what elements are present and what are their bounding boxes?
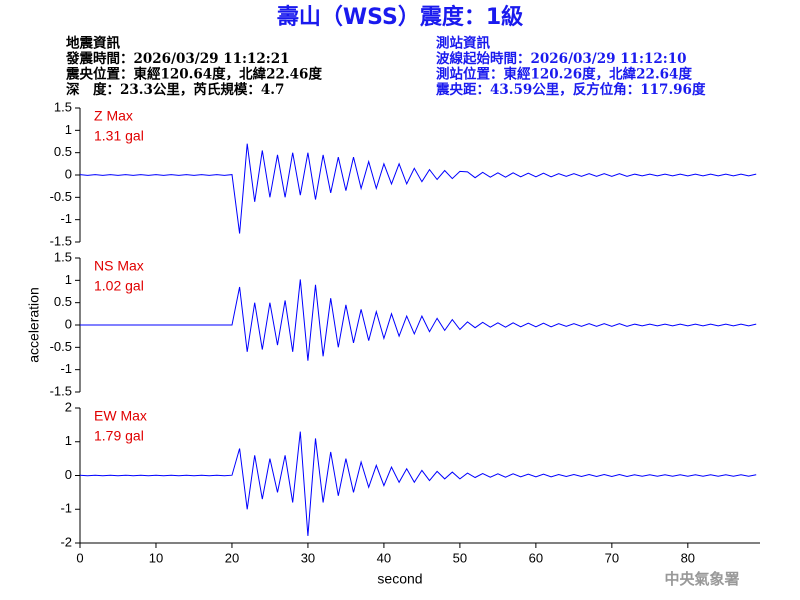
y-tick-label: -0.5 — [50, 189, 72, 204]
y-tick-label: 0.5 — [54, 294, 72, 309]
info-right: 測站資訊 — [436, 35, 490, 52]
y-tick-label: 1 — [65, 122, 72, 137]
x-tick-label: 70 — [605, 550, 619, 565]
channel-label: Z Max — [94, 108, 133, 124]
x-tick-label: 40 — [377, 550, 391, 565]
y-tick-label: 1 — [65, 433, 72, 448]
channel-label: EW Max — [94, 408, 147, 424]
y-tick-label: 0.5 — [54, 144, 72, 159]
y-tick-label: -1.5 — [50, 233, 72, 248]
info-right: 波線起始時間：2026/03/29 11:12:10 — [436, 50, 687, 67]
y-tick-label: 0 — [65, 166, 72, 181]
y-tick-label: -0.5 — [50, 339, 72, 354]
info-left: 震央位置：東經120.64度，北緯22.46度 — [65, 66, 322, 83]
max-label: 1.02 gal — [94, 278, 144, 294]
x-tick-label: 10 — [149, 550, 163, 565]
x-tick-label: 0 — [76, 550, 83, 565]
info-left: 地震資訊 — [66, 35, 120, 52]
info-right: 測站位置：東經120.26度，北緯22.64度 — [436, 66, 692, 83]
info-left: 深 度：23.3公里，芮氏規模：4.7 — [66, 81, 284, 98]
y-tick-label: -1 — [60, 211, 72, 226]
y-tick-label: -1.5 — [50, 383, 72, 398]
info-left: 發震時間：2026/03/29 11:12:21 — [65, 50, 290, 67]
waveform — [79, 143, 757, 234]
x-tick-label: 30 — [301, 550, 315, 565]
max-label: 1.31 gal — [94, 128, 144, 144]
waveform — [79, 431, 757, 536]
y-tick-label: -2 — [60, 534, 72, 549]
y-tick-label: -1 — [60, 361, 72, 376]
y-tick-label: 1.5 — [54, 249, 72, 264]
x-tick-label: 20 — [225, 550, 239, 565]
x-tick-label: 50 — [453, 550, 467, 565]
x-axis-label: second — [377, 571, 422, 587]
y-tick-label: 0 — [65, 467, 72, 482]
x-tick-label: 80 — [681, 550, 695, 565]
y-tick-label: 2 — [65, 399, 72, 414]
y-tick-label: 0 — [65, 316, 72, 331]
watermark: 中央氣象署 — [664, 570, 739, 588]
x-tick-label: 60 — [529, 550, 543, 565]
channel-label: NS Max — [94, 258, 144, 274]
info-right: 震央距：43.59公里，反方位角：117.96度 — [435, 81, 706, 98]
y-tick-label: -1 — [60, 501, 72, 516]
max-label: 1.79 gal — [94, 428, 144, 444]
y-tick-label: 1 — [65, 272, 72, 287]
waveform — [80, 279, 757, 361]
y-tick-label: 1.5 — [54, 99, 72, 114]
chart-title: 壽山（WSS）震度：1級 — [277, 4, 523, 30]
y-axis-label: acceleration — [26, 287, 42, 363]
